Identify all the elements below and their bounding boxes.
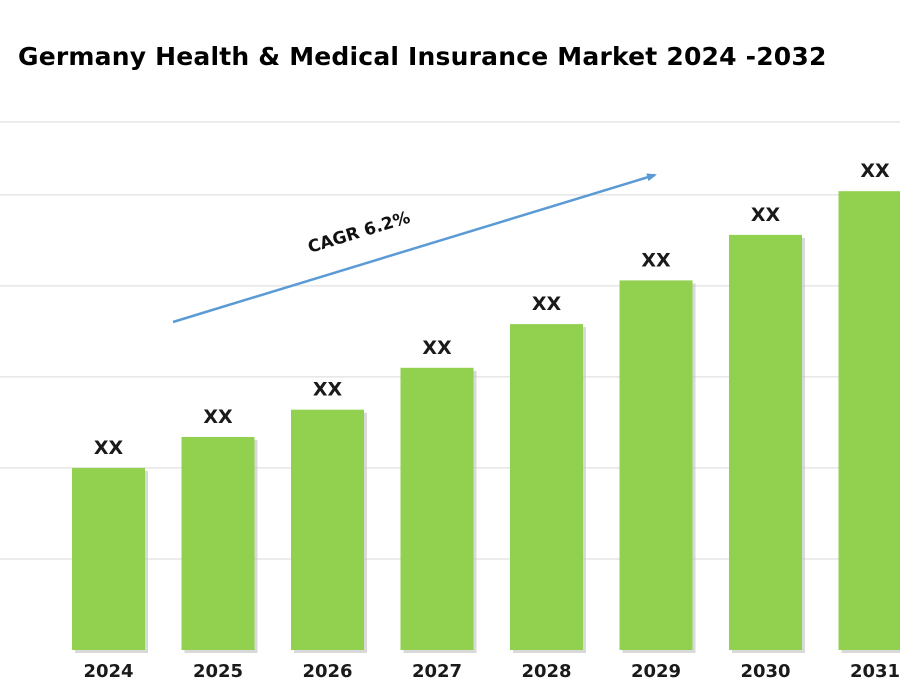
data-label-2024: XX xyxy=(94,437,124,459)
data-label-2027: XX xyxy=(422,337,452,359)
cagr-arrow xyxy=(172,173,657,324)
x-tick-2026: 2026 xyxy=(302,661,352,682)
bar-2031 xyxy=(838,191,900,650)
x-tick-2029: 2029 xyxy=(631,661,681,682)
data-label-2029: XX xyxy=(641,249,671,271)
x-tick-2031: 2031 xyxy=(850,661,900,682)
x-tick-2028: 2028 xyxy=(521,661,571,682)
data-label-2026: XX xyxy=(313,379,343,401)
data-label-2028: XX xyxy=(532,293,562,315)
data-label-2031: XX xyxy=(860,160,890,182)
bar-2028 xyxy=(510,324,583,650)
data-label-2025: XX xyxy=(203,406,233,428)
bar-2027 xyxy=(400,367,474,650)
bar-2024 xyxy=(72,467,145,650)
cagr-label: CAGR 6.2% xyxy=(306,208,413,258)
bar-2029 xyxy=(619,280,693,650)
chart-title: Germany Health & Medical Insurance Marke… xyxy=(18,42,827,71)
bars xyxy=(72,191,900,653)
x-axis-tick-labels: 2024 2025 2026 2027 2028 2029 2030 2031 xyxy=(83,661,900,682)
bar-2026 xyxy=(291,409,364,650)
bar-2025 xyxy=(181,436,255,650)
data-label-2030: XX xyxy=(751,204,781,226)
bar-2030 xyxy=(729,234,802,650)
data-labels: XX XX XX XX XX XX XX XX xyxy=(94,160,890,459)
x-tick-2030: 2030 xyxy=(740,661,790,682)
x-tick-2025: 2025 xyxy=(193,661,243,682)
cagr-annotation: CAGR 6.2% xyxy=(172,173,657,324)
x-tick-2024: 2024 xyxy=(83,661,133,682)
x-tick-2027: 2027 xyxy=(412,661,462,682)
